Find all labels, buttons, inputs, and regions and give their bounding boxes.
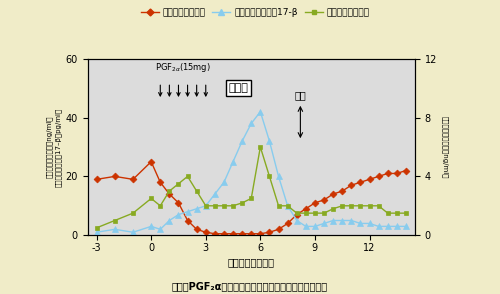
Text: 排卵: 排卵 (294, 90, 306, 100)
Text: PGF$_{2\alpha}$(15mg): PGF$_{2\alpha}$(15mg) (155, 61, 211, 74)
Y-axis label: プロジェステロン（ng/ml）
エストラジオール17–β（pg/ml）: プロジェステロン（ng/ml） エストラジオール17–β（pg/ml） (46, 107, 61, 187)
Text: 図１　PGF₂α処置後の発情，排卵と性ホルモンの推移: 図１ PGF₂α処置後の発情，排卵と性ホルモンの推移 (172, 281, 328, 291)
Y-axis label: 黄体形成ホルモン（ng/ml）: 黄体形成ホルモン（ng/ml） (442, 116, 448, 178)
Text: 発　情: 発 情 (228, 83, 248, 93)
Legend: プロジェステロン, エストラジオール17-β, 黄体形成ホルモン: プロジェステロン, エストラジオール17-β, 黄体形成ホルモン (137, 4, 373, 21)
X-axis label: 処置開始後の日数: 処置開始後の日数 (228, 257, 275, 267)
